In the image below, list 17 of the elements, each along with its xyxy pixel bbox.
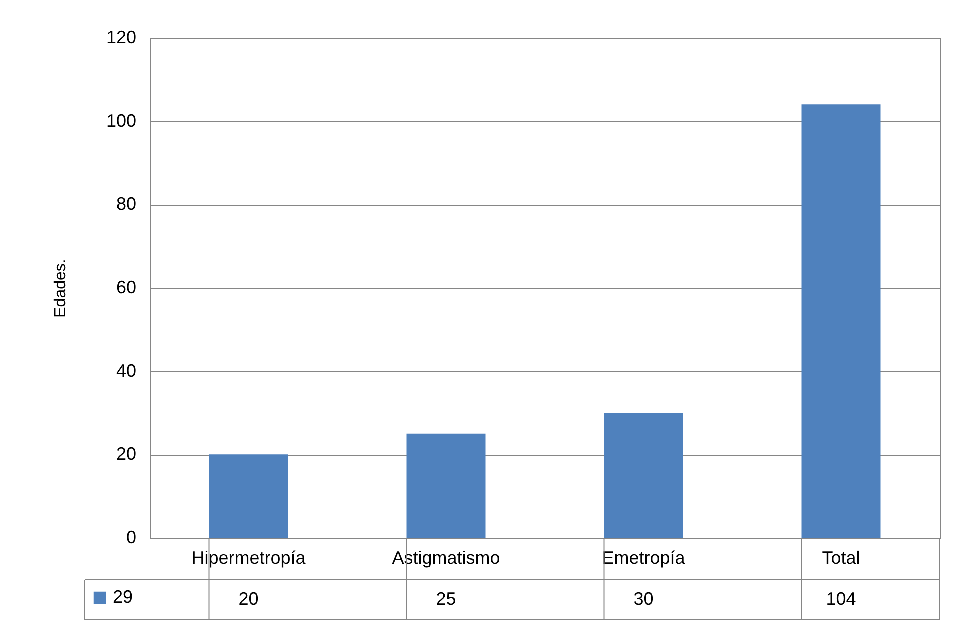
data-label: 30 <box>634 589 654 609</box>
x-tick-label: Astigmatismo <box>392 548 500 568</box>
data-label: 104 <box>826 589 856 609</box>
y-tick-label: 100 <box>106 110 136 131</box>
y-tick-label: 80 <box>116 194 136 214</box>
y-tick-label: 40 <box>116 360 136 381</box>
y-tick-label: 0 <box>126 528 136 548</box>
legend-label: 29 <box>113 587 134 607</box>
y-axis-title: Edades. <box>52 259 70 318</box>
x-tick-label: Emetropía <box>602 548 686 568</box>
data-label: 25 <box>436 589 456 609</box>
y-tick-label: 60 <box>116 278 136 298</box>
x-tick-label: Total <box>822 548 860 568</box>
y-tick-label: 20 <box>116 444 136 464</box>
x-tick-label: Hipermetropía <box>192 548 307 568</box>
data-label: 20 <box>238 589 259 609</box>
y-tick-label: 120 <box>106 28 136 48</box>
